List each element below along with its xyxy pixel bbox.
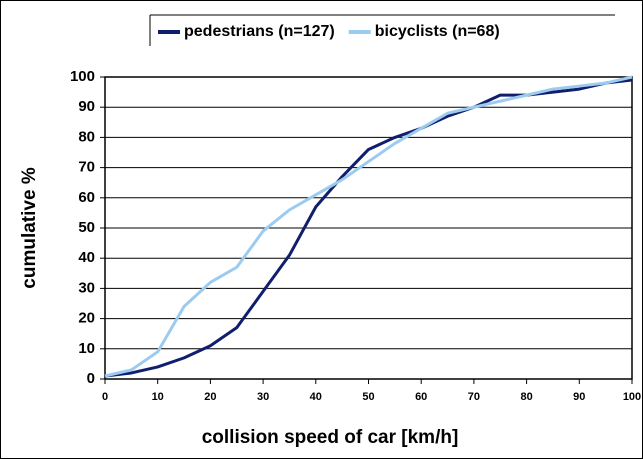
y-tick-label: 30 <box>78 279 95 296</box>
y-tick-label: 70 <box>78 159 95 176</box>
plot-frame <box>104 76 633 380</box>
x-tick-label: 30 <box>257 391 269 403</box>
y-tick-label: 50 <box>78 219 95 236</box>
x-tick-label: 90 <box>573 391 585 403</box>
x-tick-label: 0 <box>102 391 108 403</box>
y-tick-label: 90 <box>78 98 95 115</box>
data-line <box>104 75 633 378</box>
y-tick-label: 40 <box>78 249 95 266</box>
y-tick-label: 10 <box>78 340 95 357</box>
y-tick-label: 20 <box>78 310 95 327</box>
x-tick-label: 80 <box>520 391 532 403</box>
x-tick-label: 50 <box>362 391 374 403</box>
x-tick-label: 60 <box>415 391 427 403</box>
x-tick-label: 70 <box>468 391 480 403</box>
x-tick-label: 40 <box>310 391 322 403</box>
x-axis-label: collision speed of car [km/h] <box>202 427 459 448</box>
y-tick-label: 0 <box>87 370 95 387</box>
legend-label: pedestrians (n=127) <box>184 23 335 40</box>
y-tick-label: 60 <box>78 189 95 206</box>
legend-label: bicyclists (n=68) <box>375 23 500 40</box>
y-tick-label: 80 <box>78 128 95 145</box>
x-tick-label: 100 <box>623 391 641 403</box>
y-tick-label: 100 <box>70 68 95 85</box>
x-tick-label: 10 <box>152 391 164 403</box>
data-line <box>104 78 633 378</box>
y-axis-label: cumulative % <box>19 167 40 289</box>
x-tick-label: 20 <box>204 391 216 403</box>
